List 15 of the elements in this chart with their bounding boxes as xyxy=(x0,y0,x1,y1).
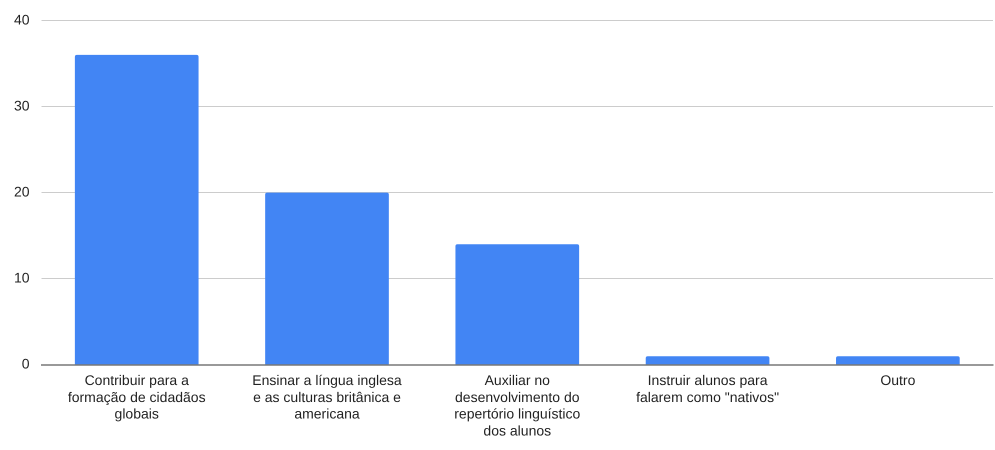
bar xyxy=(455,244,580,364)
bar xyxy=(836,356,960,364)
x-tick-label: Auxiliar no desenvolvimento do repertório linguístico dos alunos xyxy=(454,372,581,438)
y-tick-label: 0 xyxy=(22,356,30,372)
bar xyxy=(265,192,389,364)
y-tick-label: 30 xyxy=(14,97,30,114)
bar xyxy=(646,356,770,364)
x-tick-label: Outro xyxy=(880,372,916,388)
y-tick-label: 40 xyxy=(14,11,30,28)
bar xyxy=(74,54,199,364)
x-tick-label: Instruir alunos para falarem como "nativos" xyxy=(636,372,780,405)
y-tick-label: 10 xyxy=(14,270,30,286)
x-tick-label: Ensinar a língua inglesa e as culturas britânica e americana xyxy=(252,372,402,422)
y-tick-label: 20 xyxy=(14,183,30,200)
x-tick-label: Contribuir para a formação de cidadãos globais xyxy=(68,372,206,422)
